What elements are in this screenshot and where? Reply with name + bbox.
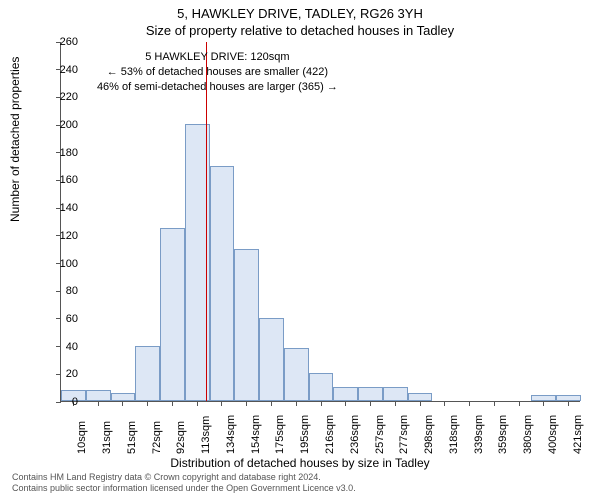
x-tick-label: 216sqm <box>324 415 336 454</box>
x-tick-label: 175sqm <box>274 415 286 454</box>
x-tick-label: 134sqm <box>225 415 237 454</box>
x-tick-mark <box>321 401 322 406</box>
histogram-bar <box>135 346 160 401</box>
x-tick-mark <box>197 401 198 406</box>
y-tick-label: 40 <box>42 341 78 353</box>
histogram-bar <box>333 387 358 401</box>
x-tick-mark <box>98 401 99 406</box>
y-tick-label: 220 <box>42 91 78 103</box>
y-axis-label: Number of detached properties <box>8 57 22 222</box>
x-tick-label: 51sqm <box>126 421 138 454</box>
y-tick-label: 60 <box>42 313 78 325</box>
chart-title-description: Size of property relative to detached ho… <box>0 23 600 38</box>
x-tick-mark <box>469 401 470 406</box>
y-tick-label: 100 <box>42 258 78 270</box>
x-tick-label: 359sqm <box>497 415 509 454</box>
footer-attribution: Contains HM Land Registry data © Crown c… <box>12 472 356 495</box>
x-tick-label: 380sqm <box>522 415 534 454</box>
chart-container: 5, HAWKLEY DRIVE, TADLEY, RG26 3YH Size … <box>0 0 600 500</box>
x-tick-mark <box>345 401 346 406</box>
histogram-bar <box>160 228 185 401</box>
y-tick-label: 20 <box>42 368 78 380</box>
x-tick-label: 421sqm <box>572 415 584 454</box>
x-tick-mark <box>395 401 396 406</box>
histogram-bar <box>234 249 259 401</box>
x-tick-label: 277sqm <box>398 415 410 454</box>
histogram-bar <box>358 387 383 401</box>
histogram-bar <box>408 393 433 401</box>
histogram-bar <box>259 318 284 401</box>
footer-line2: Contains public sector information licen… <box>12 483 356 494</box>
x-tick-label: 31sqm <box>101 421 113 454</box>
x-tick-label: 339sqm <box>473 415 485 454</box>
x-tick-mark <box>172 401 173 406</box>
x-tick-label: 195sqm <box>299 415 311 454</box>
x-tick-label: 236sqm <box>349 415 361 454</box>
y-tick-label: 260 <box>42 36 78 48</box>
plot-area <box>60 42 580 402</box>
annotation-box: 5 HAWKLEY DRIVE: 120sqm← 53% of detached… <box>97 50 338 95</box>
x-tick-mark <box>420 401 421 406</box>
annotation-line: 46% of semi-detached houses are larger (… <box>97 80 338 95</box>
x-tick-label: 92sqm <box>175 421 187 454</box>
x-tick-mark <box>568 401 569 406</box>
x-tick-mark <box>370 401 371 406</box>
y-tick-label: 160 <box>42 174 78 186</box>
histogram-bar <box>86 390 111 401</box>
x-tick-mark <box>444 401 445 406</box>
y-tick-label: 240 <box>42 64 78 76</box>
x-tick-label: 154sqm <box>250 415 262 454</box>
y-tick-label: 200 <box>42 119 78 131</box>
histogram-bar <box>111 393 136 401</box>
y-tick-label: 80 <box>42 285 78 297</box>
histogram-bar <box>383 387 408 401</box>
x-tick-label: 113sqm <box>200 416 212 454</box>
y-tick-label: 120 <box>42 230 78 242</box>
x-tick-mark <box>246 401 247 406</box>
x-tick-label: 298sqm <box>423 415 435 454</box>
x-axis-label: Distribution of detached houses by size … <box>0 456 600 470</box>
x-tick-mark <box>271 401 272 406</box>
annotation-line: ← 53% of detached houses are smaller (42… <box>97 65 338 80</box>
y-tick-label: 180 <box>42 147 78 159</box>
x-tick-mark <box>543 401 544 406</box>
x-tick-label: 10sqm <box>76 421 88 454</box>
x-tick-mark <box>519 401 520 406</box>
reference-line <box>206 42 207 401</box>
annotation-line: 5 HAWKLEY DRIVE: 120sqm <box>97 50 338 65</box>
x-tick-mark <box>296 401 297 406</box>
chart-title-address: 5, HAWKLEY DRIVE, TADLEY, RG26 3YH <box>0 6 600 21</box>
x-tick-mark <box>221 401 222 406</box>
footer-line1: Contains HM Land Registry data © Crown c… <box>12 472 356 483</box>
x-tick-label: 400sqm <box>547 415 559 454</box>
y-tick-label: 140 <box>42 202 78 214</box>
x-tick-mark <box>494 401 495 406</box>
histogram-bar <box>309 373 334 401</box>
x-tick-label: 257sqm <box>374 415 386 454</box>
x-tick-mark <box>122 401 123 406</box>
x-tick-label: 72sqm <box>151 421 163 454</box>
y-tick-label: 0 <box>42 396 78 408</box>
bars-layer <box>61 42 580 401</box>
x-tick-mark <box>147 401 148 406</box>
x-tick-label: 318sqm <box>448 415 460 454</box>
histogram-bar <box>210 166 235 401</box>
histogram-bar <box>284 348 309 401</box>
